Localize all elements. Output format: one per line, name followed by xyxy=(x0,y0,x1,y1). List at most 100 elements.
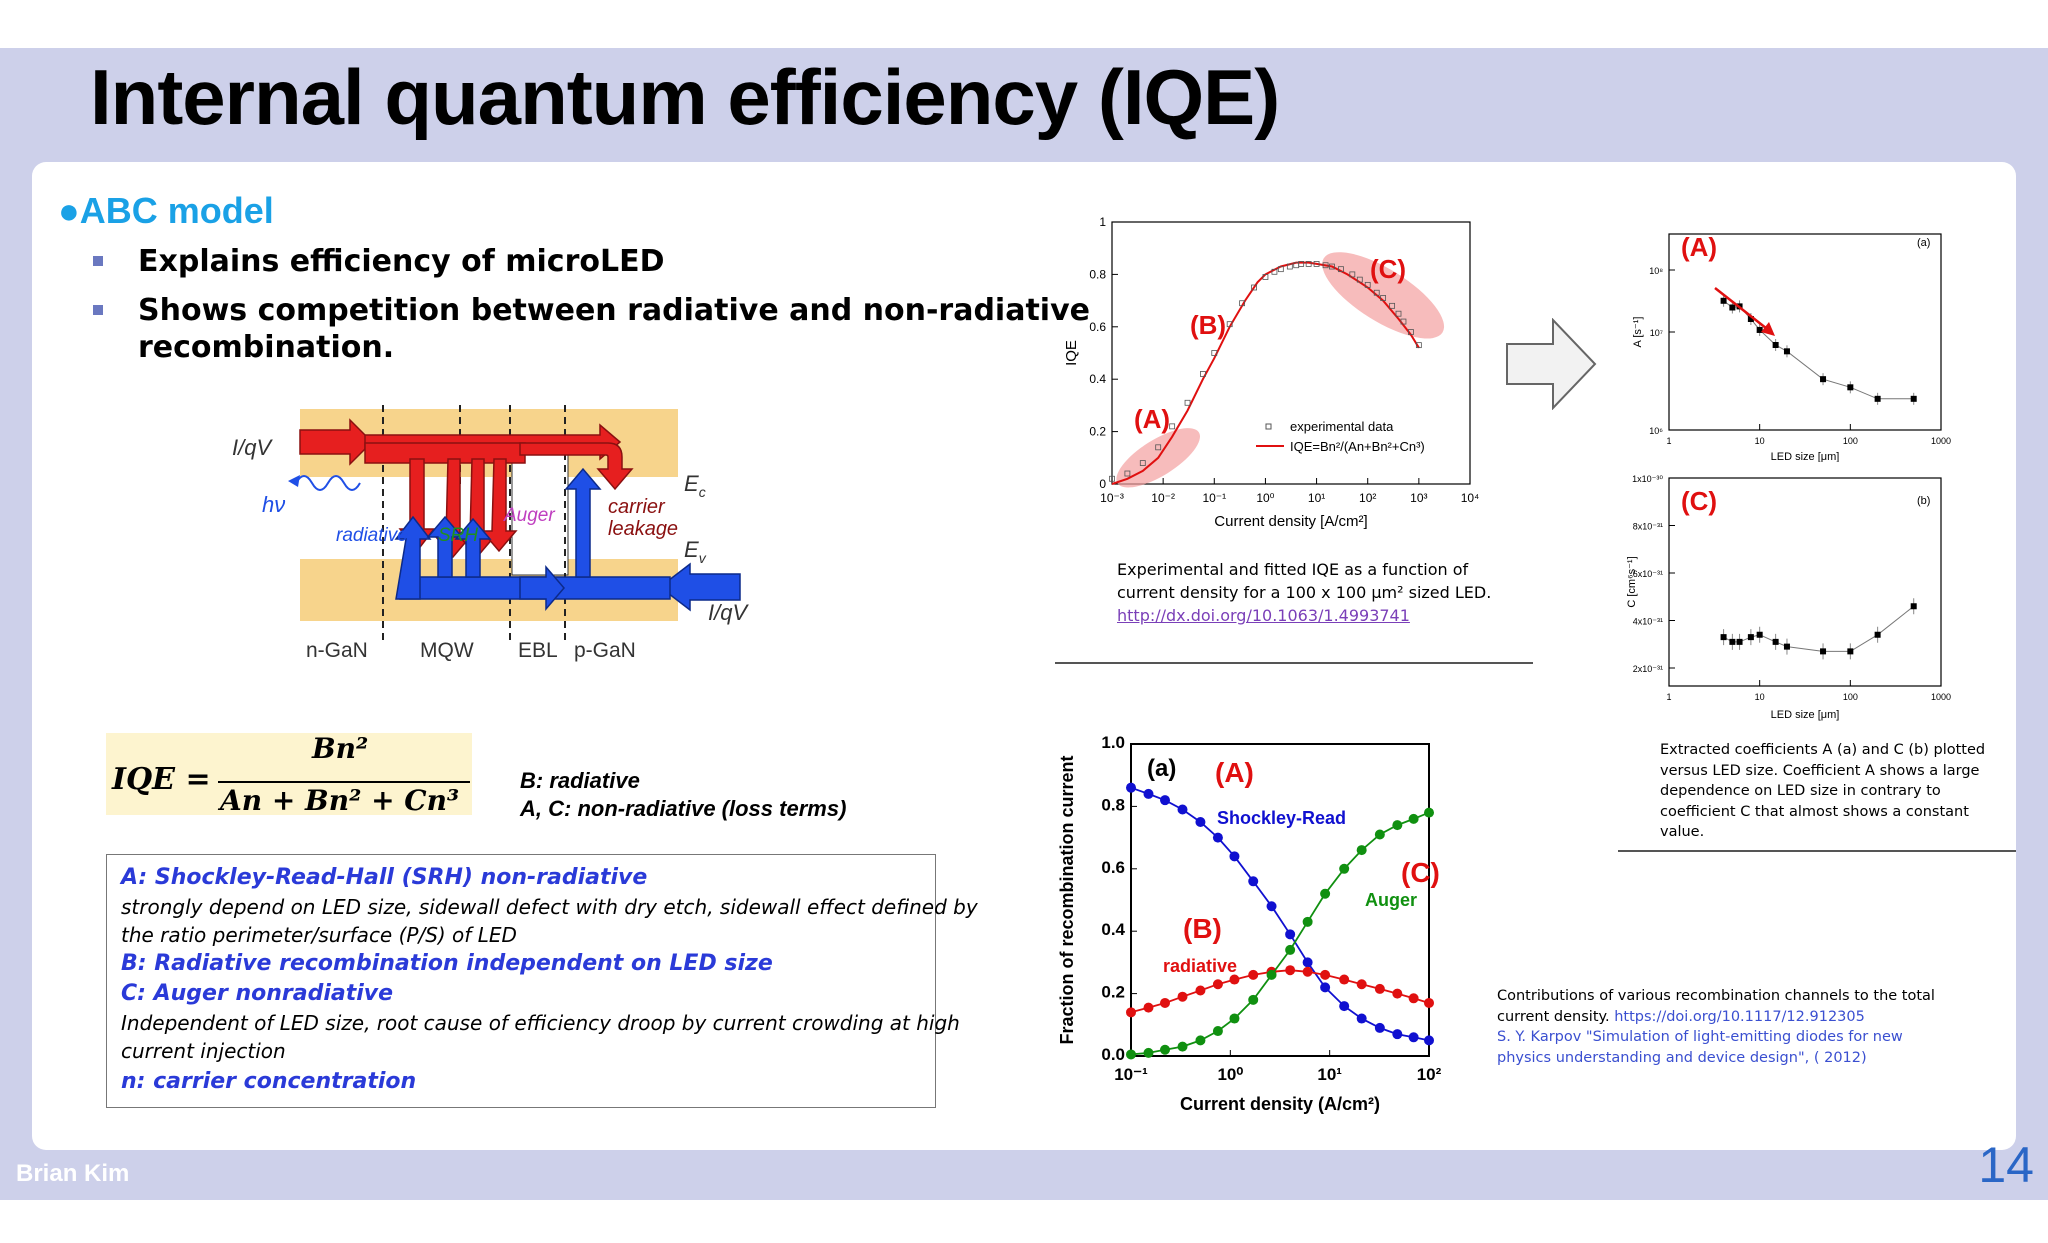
formula-legend-ac: A, C: non-radiative (loss terms) xyxy=(520,796,847,821)
slide-title: Internal quantum efficiency (IQE) xyxy=(90,53,1280,141)
region-label-c: (C) xyxy=(1681,486,1717,516)
y-tick-label: 1.0 xyxy=(1101,733,1125,752)
section-heading: ●ABC model xyxy=(58,190,274,231)
series-point-0 xyxy=(1160,795,1171,806)
coeff-caption-line: Extracted coefficients A (a) and C (b) p… xyxy=(1660,742,1986,758)
photon-label: hν xyxy=(262,492,285,517)
experimental-point xyxy=(1109,475,1115,482)
coef-a-point xyxy=(1720,297,1727,304)
series-point-1 xyxy=(1320,969,1331,980)
coef-a-point xyxy=(1820,376,1827,383)
bullet-2-cont: recombination. xyxy=(138,330,395,365)
divider xyxy=(1055,662,1533,664)
coef-a-point xyxy=(1729,304,1736,311)
ec-label: Ec xyxy=(684,471,706,500)
region-ebl: EBL xyxy=(518,639,558,662)
panel-label: (a) xyxy=(1147,755,1176,782)
fraction-caption-ref: physics understanding and device design"… xyxy=(1497,1049,1867,1066)
experimental-point xyxy=(1184,399,1191,406)
bullet-marker xyxy=(93,305,103,315)
coefficient-c-chart: 1 10 100 1000 1x10⁻³⁰ 8x10⁻³¹ 6x10⁻³¹ 4x10⁻³¹ 2x… xyxy=(1626,474,1951,721)
series-point-2 xyxy=(1285,944,1296,955)
bullet-marker xyxy=(93,256,103,266)
series-point-1 xyxy=(1248,969,1259,980)
y-axis-label: C [cm⁶s⁻¹] xyxy=(1626,556,1638,607)
coef-c-point xyxy=(1729,638,1736,645)
formula-box xyxy=(106,733,472,815)
experimental-point xyxy=(1239,300,1246,307)
experimental-point xyxy=(1322,262,1329,269)
experimental-point xyxy=(1155,444,1162,451)
definitions-box: A: Shockley-Read-Hall (SRH) non-radiativ… xyxy=(106,854,978,1108)
plot-frame xyxy=(1668,233,1942,431)
fit-curve xyxy=(1111,261,1420,485)
iqe-caption-line: current density for a 100 x 100 μm² size… xyxy=(1117,583,1492,602)
coef-c-point xyxy=(1847,648,1854,655)
y-tick-label: 0.4 xyxy=(1101,920,1125,939)
fraction-caption-link[interactable]: https://doi.org/10.1117/12.912305 xyxy=(1614,1008,1865,1025)
legend-label-experimental: experimental data xyxy=(1290,419,1394,434)
x-tick-label: 10⁴ xyxy=(1461,491,1480,505)
x-tick-label: 10⁻² xyxy=(1151,491,1175,505)
series-label-srh: Shockley-Read xyxy=(1217,808,1346,828)
series-point-1 xyxy=(1392,988,1403,999)
plot-frame xyxy=(1668,477,1942,687)
y-tick-label: 2x10⁻³¹ xyxy=(1633,664,1663,674)
region-mqw: MQW xyxy=(420,639,474,662)
author-label: Brian Kim xyxy=(16,1160,130,1187)
x-tick-label: 10⁰ xyxy=(1256,491,1274,505)
series-line-1 xyxy=(1130,969,1430,1014)
y-tick-label: 4x10⁻³¹ xyxy=(1633,617,1663,627)
x-tick-label: 10⁻¹ xyxy=(1114,1065,1148,1084)
experimental-point xyxy=(1139,460,1146,466)
series-point-2 xyxy=(1356,845,1367,856)
series-point-2 xyxy=(1160,1044,1171,1055)
series-point-0 xyxy=(1143,788,1154,799)
iqe-caption-link[interactable]: http://dx.doi.org/10.1063/1.4993741 xyxy=(1117,606,1410,625)
series-point-1 xyxy=(1143,1002,1154,1013)
region-pgan: p-GaN xyxy=(574,639,636,662)
y-tick-label: 0.2 xyxy=(1089,425,1106,439)
experimental-point xyxy=(1200,371,1206,377)
band-diagram: I/qV I/qV hν radiative SRH Auger carrier… xyxy=(232,405,749,662)
x-tick-label: 10⁻³ xyxy=(1100,491,1124,505)
experimental-point xyxy=(1277,266,1284,273)
series-point-1 xyxy=(1195,985,1206,996)
panel-label: (a) xyxy=(1917,237,1930,249)
bullet-1: Explains efficiency of microLED xyxy=(138,244,665,279)
series-point-0 xyxy=(1212,832,1223,843)
experimental-point xyxy=(1305,261,1312,267)
coef-c-line xyxy=(1723,605,1915,652)
region-label-a: (A) xyxy=(1681,232,1717,262)
y-tick-label: 10⁸ xyxy=(1649,266,1663,276)
x-tick-label: 10 xyxy=(1755,692,1765,702)
def-c-title: C: Auger nonradiative xyxy=(121,981,394,1006)
experimental-point xyxy=(1395,310,1402,317)
series-point-0 xyxy=(1424,1035,1434,1046)
experimental-point xyxy=(1329,263,1335,270)
x-tick-label: 10³ xyxy=(1410,491,1427,505)
auger-label: Auger xyxy=(503,505,555,526)
y-axis-label: IQE xyxy=(1063,340,1080,366)
photon-wave xyxy=(295,475,361,491)
coefficient-a-chart: 1 10 100 1000 10⁶ 10⁷ 10⁸ LED size [μm] A [s⁻¹] (… xyxy=(1632,232,1951,462)
experimental-point xyxy=(1251,284,1257,291)
coef-a-point xyxy=(1783,348,1790,355)
fraction-caption-line: Contributions of various recombination c… xyxy=(1497,988,1935,1004)
series-point-2 xyxy=(1392,820,1403,831)
y-tick-label: 0.2 xyxy=(1101,983,1125,1002)
series-point-1 xyxy=(1424,997,1434,1008)
series-point-0 xyxy=(1408,1032,1419,1043)
formula-legend-b: B: radiative xyxy=(520,768,640,793)
coeff-caption-line: coefficient C that almost shows a consta… xyxy=(1660,803,1969,820)
coef-c-point xyxy=(1874,631,1881,638)
legend-marker-experimental xyxy=(1265,423,1272,430)
region-label-0: (A) xyxy=(1215,757,1254,788)
y-tick-label: 0.0 xyxy=(1101,1045,1125,1064)
series-point-1 xyxy=(1229,974,1240,985)
ebl-barrier xyxy=(511,454,569,576)
series-point-1 xyxy=(1374,983,1385,994)
series-point-0 xyxy=(1285,929,1296,940)
coef-c-point xyxy=(1747,634,1754,641)
series-point-0 xyxy=(1302,957,1313,968)
